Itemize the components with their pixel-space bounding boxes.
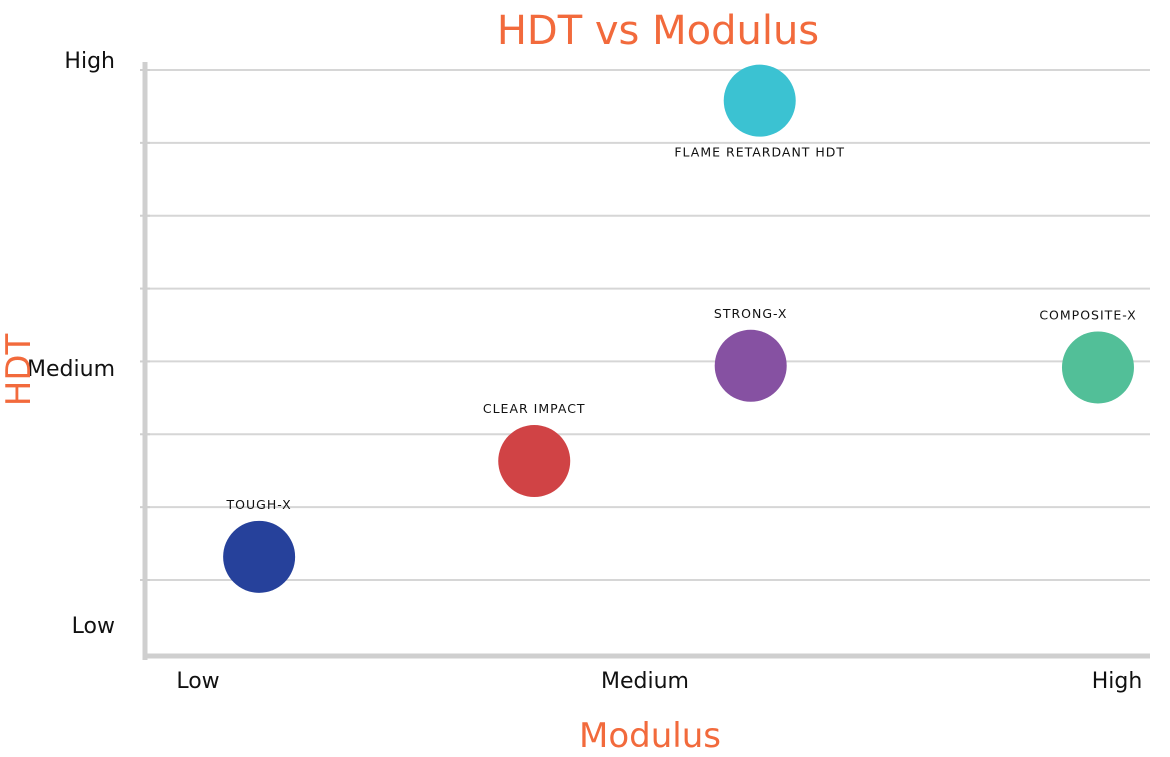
data-point-label: TOUGH-X bbox=[226, 497, 292, 512]
x-tick-label: High bbox=[1092, 669, 1143, 694]
x-axis-title: Modulus bbox=[579, 716, 721, 756]
data-point bbox=[1061, 331, 1134, 404]
data-point-label: STRONG-X bbox=[714, 306, 788, 321]
data-point-label: CLEAR IMPACT bbox=[483, 401, 586, 416]
gridlines bbox=[140, 69, 1150, 581]
y-tick-label: Low bbox=[72, 614, 115, 639]
y-tick-label: High bbox=[64, 49, 115, 74]
y-axis-title: HDT bbox=[0, 334, 39, 407]
y-tick-labels: Low Medium High bbox=[27, 49, 115, 639]
x-tick-labels: Low Medium High bbox=[176, 669, 1142, 694]
x-tick-label: Medium bbox=[601, 669, 689, 694]
data-point bbox=[714, 329, 787, 402]
data-point bbox=[723, 64, 796, 137]
chart-title: HDT vs Modulus bbox=[497, 8, 819, 54]
data-point-label: FLAME RETARDANT HDT bbox=[674, 145, 845, 160]
y-tick-label: Medium bbox=[27, 357, 115, 382]
data-points: TOUGH-X CLEAR IMPACT STRONG-X FLAME RETARDA… bbox=[223, 64, 1136, 593]
data-point-label: COMPOSITE-X bbox=[1039, 307, 1136, 322]
data-point bbox=[498, 425, 571, 498]
data-point bbox=[223, 520, 296, 593]
x-tick-label: Low bbox=[176, 669, 219, 694]
